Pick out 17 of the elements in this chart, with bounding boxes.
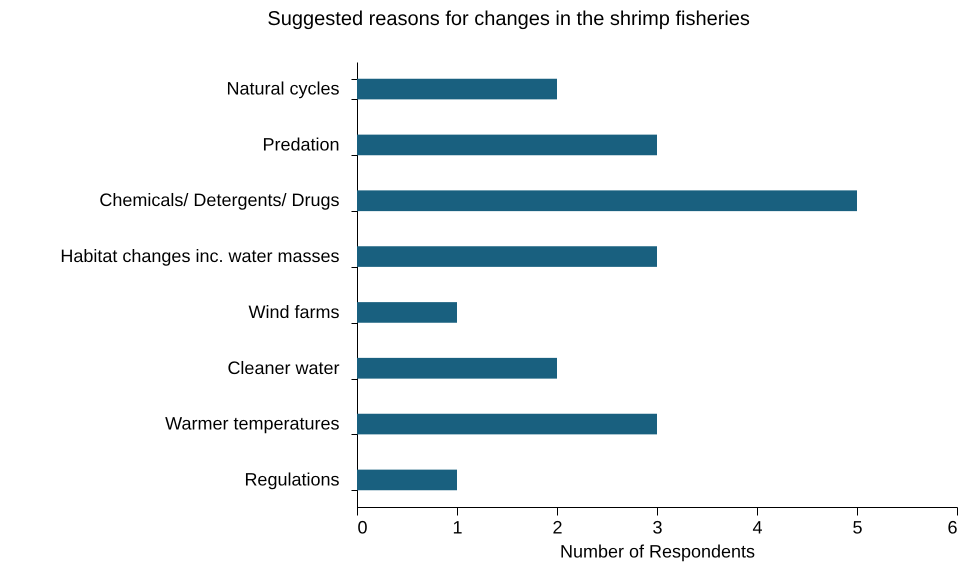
x-tick-label: 6 bbox=[947, 518, 958, 538]
x-tick-label: 2 bbox=[552, 518, 563, 538]
y-tick-label: Chemicals/ Detergents/ Drugs bbox=[99, 190, 340, 210]
y-tick-label: Wind farms bbox=[248, 302, 340, 322]
chart-title: Suggested reasons for changes in the shrimp fisheries bbox=[267, 8, 750, 30]
y-tick-label: Regulations bbox=[244, 469, 340, 490]
x-tick-label: 4 bbox=[752, 518, 763, 538]
y-tick-label: Cleaner water bbox=[227, 358, 340, 378]
x-tick-label: 1 bbox=[452, 518, 463, 538]
x-tick-label: 3 bbox=[652, 518, 663, 538]
y-tick-label: Natural cycles bbox=[226, 78, 340, 99]
x-tick-label: 0 bbox=[358, 518, 368, 538]
y-tick-label: Predation bbox=[262, 134, 340, 154]
y-tick-label: Warmer temperatures bbox=[165, 414, 340, 434]
y-tick-label: Habitat changes inc. water masses bbox=[60, 246, 340, 266]
x-axis-title: Number of Respondents bbox=[560, 542, 756, 562]
x-tick-label: 5 bbox=[852, 518, 863, 538]
